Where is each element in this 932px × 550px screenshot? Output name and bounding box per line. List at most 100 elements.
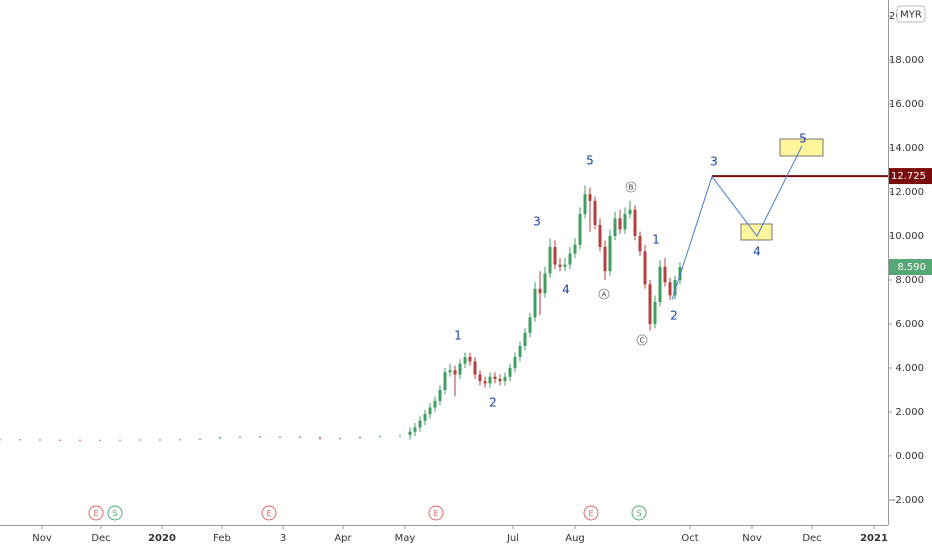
event-marker (428, 505, 444, 521)
candle-body (39, 439, 41, 441)
x-tick-label: Apr (334, 533, 352, 544)
event-marker (631, 505, 647, 521)
candle-body (319, 437, 321, 440)
event-marker (88, 505, 104, 521)
candle-body (663, 266, 667, 283)
candle-body (219, 437, 221, 439)
candle-body (538, 288, 542, 294)
candle-body (408, 431, 412, 436)
candle-body (433, 400, 437, 408)
y-tick-label: 6.000 (895, 319, 924, 330)
y-tick-label: 14.000 (889, 143, 924, 154)
wave-label: 2 (489, 396, 497, 410)
candle-body (528, 317, 532, 333)
candle-body (608, 235, 612, 272)
candle-body (379, 436, 381, 438)
event-label: E (433, 509, 438, 518)
candle-body (588, 194, 592, 201)
candle-body (623, 214, 627, 230)
x-tick-label: Jul (506, 533, 519, 544)
candle-body (543, 273, 547, 294)
x-tick-label: Oct (681, 533, 698, 544)
y-tick-label: 4.000 (895, 363, 924, 374)
wave-label: 1 (454, 329, 462, 343)
candle-body (603, 246, 607, 272)
candle-body (468, 356, 472, 362)
price-tag-label: 8.590 (897, 262, 926, 273)
candle-body (453, 370, 457, 375)
y-tick-label: 8.000 (895, 275, 924, 286)
candle-body (59, 439, 61, 441)
candle-body (598, 225, 602, 247)
corrective-label: C (640, 337, 645, 345)
candle-body (493, 376, 497, 379)
candle-body (648, 284, 652, 324)
y-tick-label: 10.000 (889, 231, 924, 242)
candle-body (518, 345, 522, 357)
candle-body (553, 246, 557, 265)
candle-body (463, 356, 467, 364)
y-tick-label: 2.000 (895, 407, 924, 418)
candle-body (473, 361, 477, 375)
candle-body (279, 436, 281, 438)
wave-label: 3 (710, 155, 718, 169)
candle-body (668, 282, 672, 296)
x-tick-label: 2020 (148, 533, 176, 544)
candle-body (443, 372, 447, 390)
x-tick-label: Nov (742, 533, 762, 544)
candle-body (503, 376, 507, 382)
candle-body (633, 209, 637, 236)
candle-body (618, 218, 622, 230)
candle-body (568, 253, 572, 265)
candle-body (563, 264, 567, 267)
candle-body (558, 264, 562, 267)
currency-box (896, 5, 926, 23)
wave-label: 2 (670, 309, 678, 323)
candle-body (638, 235, 642, 252)
y-tick-label: 0.000 (895, 451, 924, 462)
candle-body (678, 267, 682, 280)
x-tick-label: May (395, 533, 416, 544)
candle-body (523, 332, 527, 346)
candle-body (418, 420, 422, 428)
event-label: E (93, 509, 98, 518)
candle-body (19, 439, 21, 441)
wave-label: 1 (652, 233, 660, 247)
candle-body (428, 407, 432, 415)
candle-body (79, 440, 81, 442)
x-tick-label: Feb (213, 533, 231, 544)
x-tick-label: Nov (32, 533, 52, 544)
corrective-label: B (629, 184, 634, 192)
candle-body (488, 376, 492, 384)
candle-body (483, 381, 487, 384)
candle-body (359, 437, 361, 439)
wave-label: 4 (562, 283, 570, 297)
candle-body (339, 438, 341, 440)
x-tick-label: Aug (565, 533, 585, 544)
candle-body (478, 374, 482, 382)
candle-body (643, 251, 647, 285)
candle-body (139, 439, 141, 441)
candle-body (593, 200, 597, 225)
corrective-label: A (602, 291, 607, 299)
candle-body (179, 439, 181, 441)
event-label: S (636, 509, 641, 518)
wave-label: 3 (533, 215, 541, 229)
y-tick-label: 12.000 (889, 187, 924, 198)
x-tick-label: 3 (280, 533, 286, 544)
x-tick-label: 2021 (860, 533, 888, 544)
wave-label: 5 (586, 154, 594, 168)
candle-body (653, 301, 657, 324)
candle-body (259, 436, 261, 438)
candle-body (628, 209, 632, 215)
event-marker (261, 505, 277, 521)
event-label: S (112, 509, 117, 518)
candle-body (458, 363, 462, 375)
corrective-circle (636, 334, 648, 346)
y-tick-label: -2.000 (892, 495, 924, 506)
candle-body (583, 194, 587, 215)
y-tick-label: 16.000 (889, 99, 924, 110)
wave-label: 4 (753, 245, 761, 259)
